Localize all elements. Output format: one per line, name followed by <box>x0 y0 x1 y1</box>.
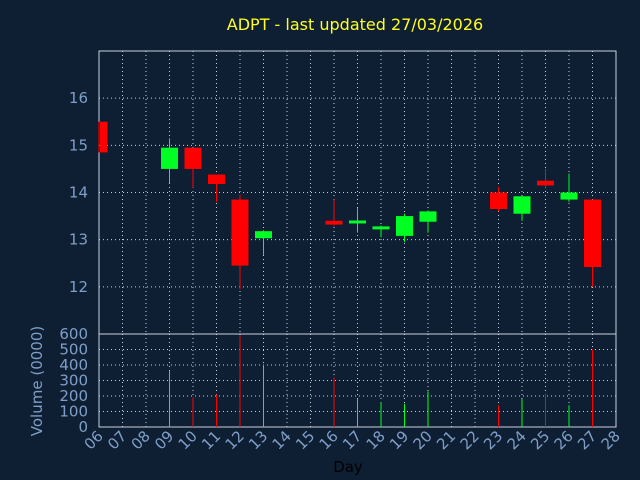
x-tick-label: 15 <box>292 427 318 453</box>
price-tick-label: 12 <box>69 278 88 296</box>
candle-body <box>372 226 390 230</box>
volume-tick-label: 300 <box>59 372 88 390</box>
candle-body <box>325 220 343 225</box>
price-tick-label: 14 <box>69 184 88 202</box>
x-tick-label: 26 <box>551 427 577 453</box>
x-axis-ticks: 0607080910111213141516171819202122232425… <box>81 427 624 453</box>
price-tick-label: 15 <box>69 136 88 154</box>
candle-body <box>490 192 507 210</box>
chart-title: ADPT - last updated 27/03/2026 <box>227 15 483 34</box>
x-tick-label: 16 <box>316 427 342 453</box>
volume-tick-label: 100 <box>59 403 88 421</box>
candle-body <box>396 216 413 236</box>
candle-body <box>161 147 178 169</box>
x-tick-label: 20 <box>410 427 436 453</box>
volume-axis-label: Volume (0000) <box>28 326 46 436</box>
volume-bars <box>169 335 593 427</box>
candle-body <box>100 121 108 153</box>
volume-tick-label: 400 <box>59 356 88 374</box>
x-tick-label: 08 <box>128 427 154 453</box>
x-tick-label: 12 <box>222 427 248 453</box>
x-tick-label: 21 <box>433 427 459 453</box>
candle-body <box>208 174 225 185</box>
x-tick-label: 22 <box>457 427 483 453</box>
x-axis-label: Day <box>333 458 363 476</box>
volume-tick-label: 0 <box>78 418 88 436</box>
candle-body <box>255 231 272 239</box>
candles <box>98 121 601 290</box>
candle-body <box>419 211 437 222</box>
candle-body <box>560 192 578 200</box>
volume-tick-label: 600 <box>59 325 88 343</box>
price-tick-label: 13 <box>69 231 88 249</box>
candle-body <box>349 220 366 224</box>
x-tick-label: 10 <box>175 427 201 453</box>
volume-tick-label: 200 <box>59 387 88 405</box>
x-tick-label: 28 <box>598 427 624 453</box>
x-tick-label: 17 <box>339 427 365 453</box>
candle-body <box>184 147 202 169</box>
price-tick-label: 16 <box>69 89 88 107</box>
candle-body <box>513 196 531 214</box>
x-tick-label: 13 <box>245 427 271 453</box>
x-tick-label: 18 <box>363 427 389 453</box>
price-axis-ticks: 12 13 14 15 16 <box>69 89 88 296</box>
candle-body <box>537 180 554 186</box>
candle-body <box>584 199 601 268</box>
x-tick-label: 07 <box>104 427 130 453</box>
volume-tick-label: 500 <box>59 341 88 359</box>
candle-body <box>231 199 249 266</box>
x-tick-label: 24 <box>504 427 530 453</box>
price-panel <box>98 50 617 335</box>
x-tick-label: 23 <box>480 427 506 453</box>
x-tick-label: 09 <box>151 427 177 453</box>
x-tick-label: 25 <box>527 427 553 453</box>
x-tick-label: 27 <box>574 427 600 453</box>
x-tick-label: 14 <box>269 427 295 453</box>
x-tick-label: 11 <box>198 427 224 453</box>
x-tick-label: 19 <box>386 427 412 453</box>
